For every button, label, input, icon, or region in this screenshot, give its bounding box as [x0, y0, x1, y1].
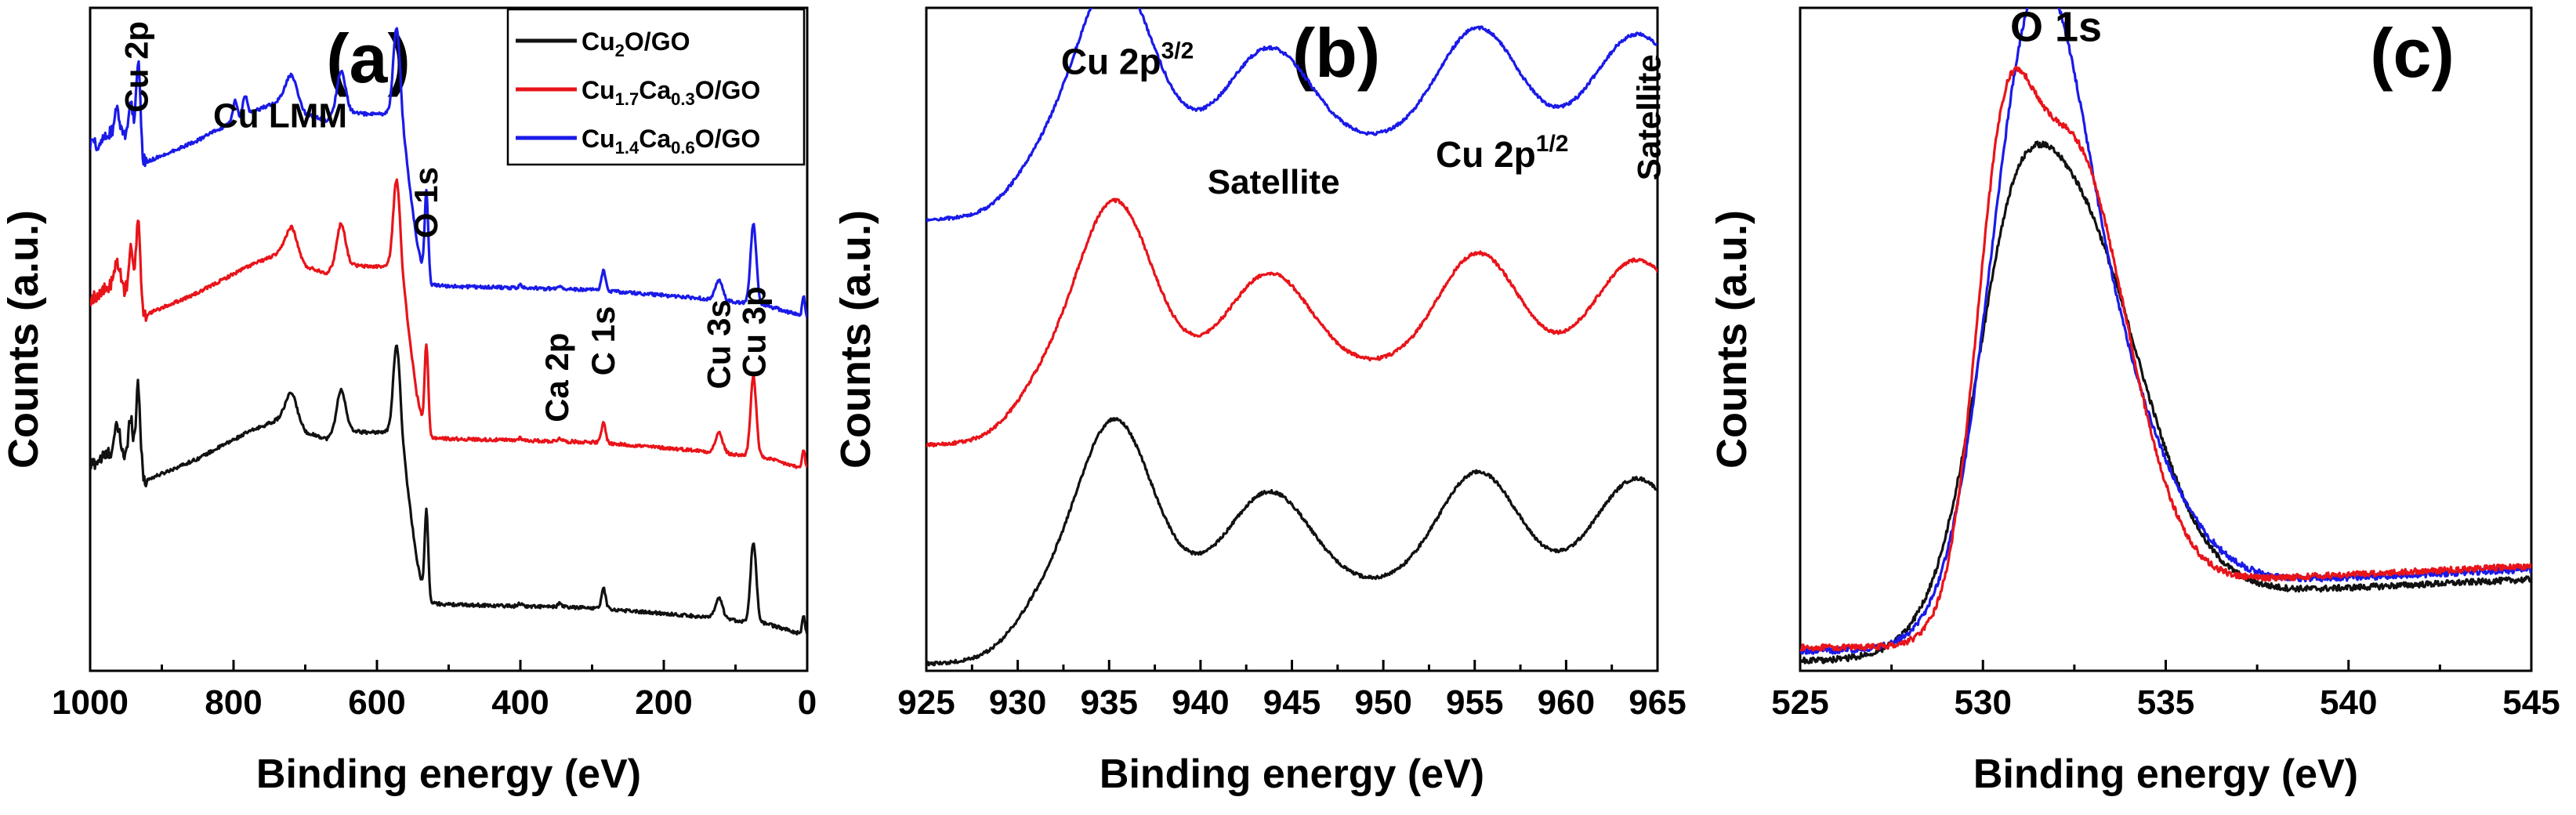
x-tick-label: 925 — [897, 683, 955, 722]
x-tick-label: 950 — [1354, 683, 1411, 722]
x-tick-label: 400 — [491, 683, 549, 722]
legend-text: Ca — [639, 76, 671, 104]
panel-a: 1000 800 600 400 200 0 Binding energy (eV) Coun… — [0, 6, 817, 797]
legend-subscript: 2 — [615, 41, 625, 60]
series-line-cu2o-go — [90, 344, 807, 636]
series-line-cu1-7ca0-3o-go — [1800, 65, 2531, 652]
x-tick-label: 940 — [1172, 683, 1229, 722]
peak-annotation: Cu 3p — [735, 286, 772, 378]
series-line-cu1-7ca0-3o-go — [926, 197, 1658, 447]
annotation-superscript: 1/2 — [1536, 131, 1569, 157]
peak-annotation: Satellite — [1208, 163, 1340, 201]
x-tick-label: 935 — [1081, 683, 1138, 722]
legend-text: Cu — [582, 76, 615, 104]
legend-text: Cu — [582, 27, 615, 56]
series-line-cu2o-go — [926, 417, 1658, 667]
legend-label: Cu1.4Ca0.6O/GO — [582, 125, 760, 158]
x-tick-label: 200 — [635, 683, 692, 722]
peak-annotation: C 1s — [585, 306, 621, 376]
series-line-cu1-7ca0-3o-go — [90, 178, 807, 469]
x-tick-label: 930 — [989, 683, 1046, 722]
series-line-cu1-4ca0-6o-go — [1800, 8, 2531, 655]
peak-annotation: O 1s — [2010, 3, 2102, 50]
legend-text: Ca — [639, 125, 671, 153]
x-axis-label: Binding energy (eV) — [1100, 752, 1484, 797]
x-tick-label: 955 — [1446, 683, 1503, 722]
annotation-base: Cu 2p — [1061, 42, 1161, 82]
peak-annotation: Cu 2p1/2 — [1436, 131, 1569, 175]
legend-subscript: 0.3 — [671, 89, 695, 109]
x-tick-label: 960 — [1538, 683, 1595, 722]
series-line-cu1-4ca0-6o-go — [90, 27, 807, 319]
x-axis-label: Binding energy (eV) — [256, 752, 641, 797]
x-tick-label: 535 — [2137, 683, 2194, 722]
peak-annotation: O 1s — [408, 167, 444, 238]
x-tick-label: 945 — [1263, 683, 1321, 722]
peak-annotation: Cu 2p — [118, 21, 155, 113]
y-axis-label: Counts (a.u.) — [1708, 210, 1755, 469]
x-tick-label: 965 — [1629, 683, 1686, 722]
x-axis-label: Binding energy (eV) — [1973, 752, 2358, 797]
series-line-cu1-4ca0-6o-go — [926, 8, 1658, 223]
peak-annotation: Ca 2p — [538, 333, 575, 422]
annotation-base: Cu 2p — [1436, 134, 1536, 175]
peak-annotation: Cu 2p3/2 — [1061, 38, 1194, 82]
x-tick-label: 1000 — [52, 683, 129, 722]
x-tick-label: 0 — [798, 683, 817, 722]
panel-label: (c) — [2370, 14, 2455, 92]
legend-subscript: 1.4 — [615, 138, 639, 158]
legend-text: Cu — [582, 125, 615, 153]
peak-annotation: Cu LMM — [213, 96, 347, 135]
x-tick-label: 545 — [2502, 683, 2560, 722]
legend-subscript: 0.6 — [671, 138, 695, 158]
legend-text: O/GO — [625, 27, 690, 56]
peak-annotation: Cu 3s — [701, 299, 737, 389]
x-tick-label: 540 — [2320, 683, 2377, 722]
x-tick-label: 600 — [348, 683, 405, 722]
annotation-superscript: 3/2 — [1161, 38, 1194, 64]
series-line-cu2o-go — [1800, 140, 2531, 665]
x-tick-label: 530 — [1955, 683, 2012, 722]
plot-frame — [925, 6, 1659, 672]
legend-label: Cu2O/GO — [582, 27, 690, 60]
x-tick-label: 525 — [1771, 683, 1828, 722]
legend-label: Cu1.7Ca0.3O/GO — [582, 76, 760, 109]
legend-text: O/GO — [695, 125, 761, 153]
panel-b: 925 930 935 940 945 950 955 960 965 Binding energ… — [832, 6, 1687, 797]
legend-subscript: 1.7 — [615, 89, 639, 109]
x-tick-label: 800 — [205, 683, 262, 722]
panel-c: 525 530 535 540 545 Binding energy (eV) Counts… — [1708, 3, 2560, 797]
y-axis-label: Counts (a.u.) — [832, 210, 879, 469]
peak-annotation: Satellite — [1630, 54, 1667, 180]
legend-text: O/GO — [695, 76, 761, 104]
y-axis-label: Counts (a.u.) — [0, 210, 47, 469]
